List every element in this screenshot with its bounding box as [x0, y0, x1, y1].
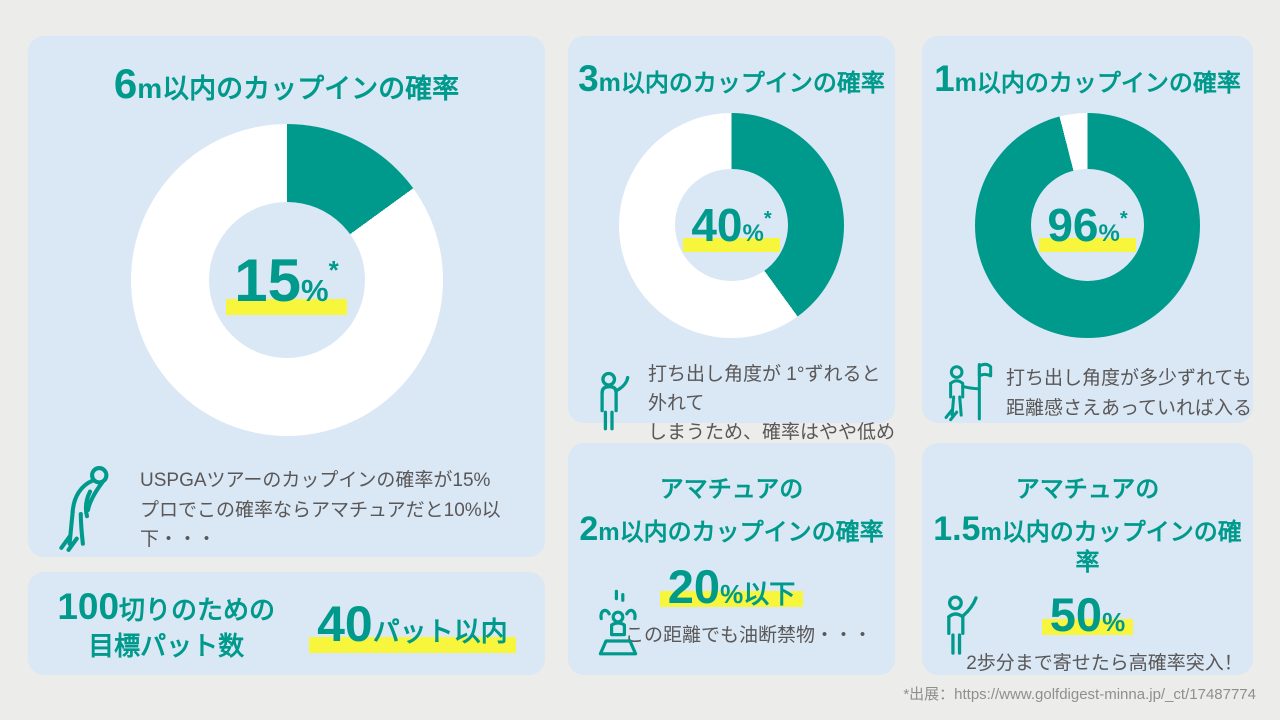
value-number: 96 [1047, 199, 1099, 252]
donut-chart-3m: 40%* [619, 112, 844, 338]
value-number: 15 [234, 246, 302, 314]
card-2m-subtitle: アマチュアの [659, 476, 804, 503]
title-number: 2 [579, 510, 599, 548]
donut-center-label: 15%* [226, 245, 347, 315]
card-6m-title: 6m以内のカップインの確率 [28, 36, 545, 108]
card-target-putts: 100切りのための 目標パット数 40パット以内 [28, 572, 545, 675]
card-6m-note: USPGAツアーのカップインの確率が15% プロでこの確率ならアマチュアだと10%… [28, 464, 545, 556]
golfer-with-flag-icon [942, 360, 994, 428]
donut-hole: 15%* [208, 202, 365, 359]
celebrating-golfer-icon [590, 589, 646, 661]
card-1m-title: 1m以内のカップインの確率 [922, 36, 1253, 101]
card-3m-probability: 3m以内のカップインの確率 40%* 打ち出し角度が 1°ずれると外れてしまうた… [568, 36, 895, 443]
target-label-line2: 目標パット数 [88, 631, 245, 662]
card-15m-value: 50% [922, 587, 1253, 642]
title-text: 以内のカップインの確率 [619, 519, 884, 546]
card-amateur-2m: アマチュアの 2m以内のカップインの確率 20%以下 この距離でも油断禁物・・・ [568, 443, 895, 675]
value-number: 50 [1049, 587, 1103, 641]
title-text: 以内のカップインの確率 [976, 70, 1241, 97]
title-unit: m [137, 73, 163, 104]
card-3m-note: 打ち出し角度が 1°ずれると外れてしまうため、確率はやや低め [568, 360, 895, 448]
value-number: 40 [691, 199, 743, 252]
thinking-golfer-icon [588, 371, 636, 437]
title-number: 3 [578, 58, 599, 99]
percent-sign: % [742, 220, 764, 248]
card-3m-description: 打ち出し角度が 1°ずれると外れてしまうため、確率はやや低め [648, 360, 895, 448]
desc-line-2: プロでこの確率ならアマチュアだと10%以下・・・ [140, 499, 501, 551]
source-citation: *出展：https://www.golfdigest-minna.jp/_ct/… [903, 686, 1256, 703]
title-text: 以内のカップインの確率 [620, 70, 885, 97]
title-number: 1 [934, 58, 955, 99]
title-text: 以内のカップインの確率 [162, 74, 460, 104]
card-2m-value: 20%以下 [568, 559, 895, 614]
donut-center-label: 96%* [1039, 198, 1136, 253]
target-putts-label: 100切りのための 目標パット数 [57, 584, 275, 663]
asterisk: * [763, 208, 772, 231]
card-1m-description: 打ち出し角度が多少ずれても 距離感さえあっていれば入る [1006, 364, 1252, 423]
title-unit: m [598, 519, 620, 546]
fist-pump-golfer-icon [940, 593, 984, 663]
donut-hole: 96%* [1031, 168, 1144, 282]
value-number: 40 [317, 595, 373, 652]
value-suffix: %以下 [720, 579, 796, 610]
title-unit: m [980, 519, 1002, 546]
target-number-100: 100 [57, 586, 120, 628]
title-number: 1.5 [933, 510, 981, 548]
highlighted-value: 20%以下 [659, 560, 804, 613]
donut-chart-6m: 15%* [130, 124, 443, 437]
value-suffix: % [1102, 606, 1126, 637]
card-1m-note: 打ち出し角度が多少ずれても 距離感さえあっていれば入る [922, 360, 1253, 428]
card-6m-description: USPGAツアーのカップインの確率が15% プロでこの確率ならアマチュアだと10%… [140, 466, 545, 554]
card-15m-subtitle: アマチュアの [1015, 476, 1160, 503]
card-3m-title: 3m以内のカップインの確率 [568, 36, 895, 101]
percent-sign: % [1098, 220, 1120, 248]
highlighted-value: 50% [1041, 588, 1134, 641]
donut-hole: 40%* [675, 168, 788, 282]
desc-line-1: 打ち出し角度が 1°ずれると外れて [648, 363, 881, 414]
card-amateur-1-5m: アマチュアの 1.5m以内のカップインの確率 50% 2歩分まで寄せたら高確率突… [922, 443, 1253, 675]
title-text: 以内のカップインの確率 [1001, 519, 1242, 577]
value-number: 20 [667, 560, 721, 614]
title-number: 6 [113, 60, 138, 107]
card-6m-probability: 6m以内のカップインの確率 15%* USPGAツアーのカップインの確率が15%… [28, 36, 545, 557]
donut-chart-1m: 96%* [975, 112, 1200, 338]
title-unit: m [954, 69, 977, 97]
desc-line-1: 打ち出し角度が多少ずれても [1006, 368, 1252, 390]
card-2m-description: この距離でも油断禁物・・・ [624, 625, 872, 647]
desc-line-1: USPGAツアーのカップインの確率が15% [140, 470, 491, 492]
target-putts-value: 40パット以内 [309, 594, 516, 653]
target-label-text: 切りのための [119, 595, 276, 626]
title-unit: m [598, 69, 621, 97]
card-2m-title: 2m以内のカップインの確率 [568, 504, 895, 549]
card-15m-description: 2歩分まで寄せたら高確率突入！ [966, 652, 1243, 674]
percent-sign: % [301, 272, 329, 308]
value-suffix: パット以内 [372, 616, 508, 647]
desc-line-2: 距離感さえあっていれば入る [1006, 397, 1253, 419]
donut-center-label: 40%* [683, 198, 780, 253]
target-label-line1: 100切りのための [57, 584, 275, 630]
asterisk: * [328, 254, 339, 285]
desc-line-2: しまうため、確率はやや低め [648, 422, 896, 444]
disappointed-golfer-icon [56, 464, 122, 556]
card-1m-probability: 1m以内のカップインの確率 96%* 打ち出し角度が多少ずれても 距離感さえあって… [922, 36, 1253, 423]
asterisk: * [1119, 208, 1128, 231]
card-15m-title: 1.5m以内のカップインの確率 [922, 504, 1253, 577]
